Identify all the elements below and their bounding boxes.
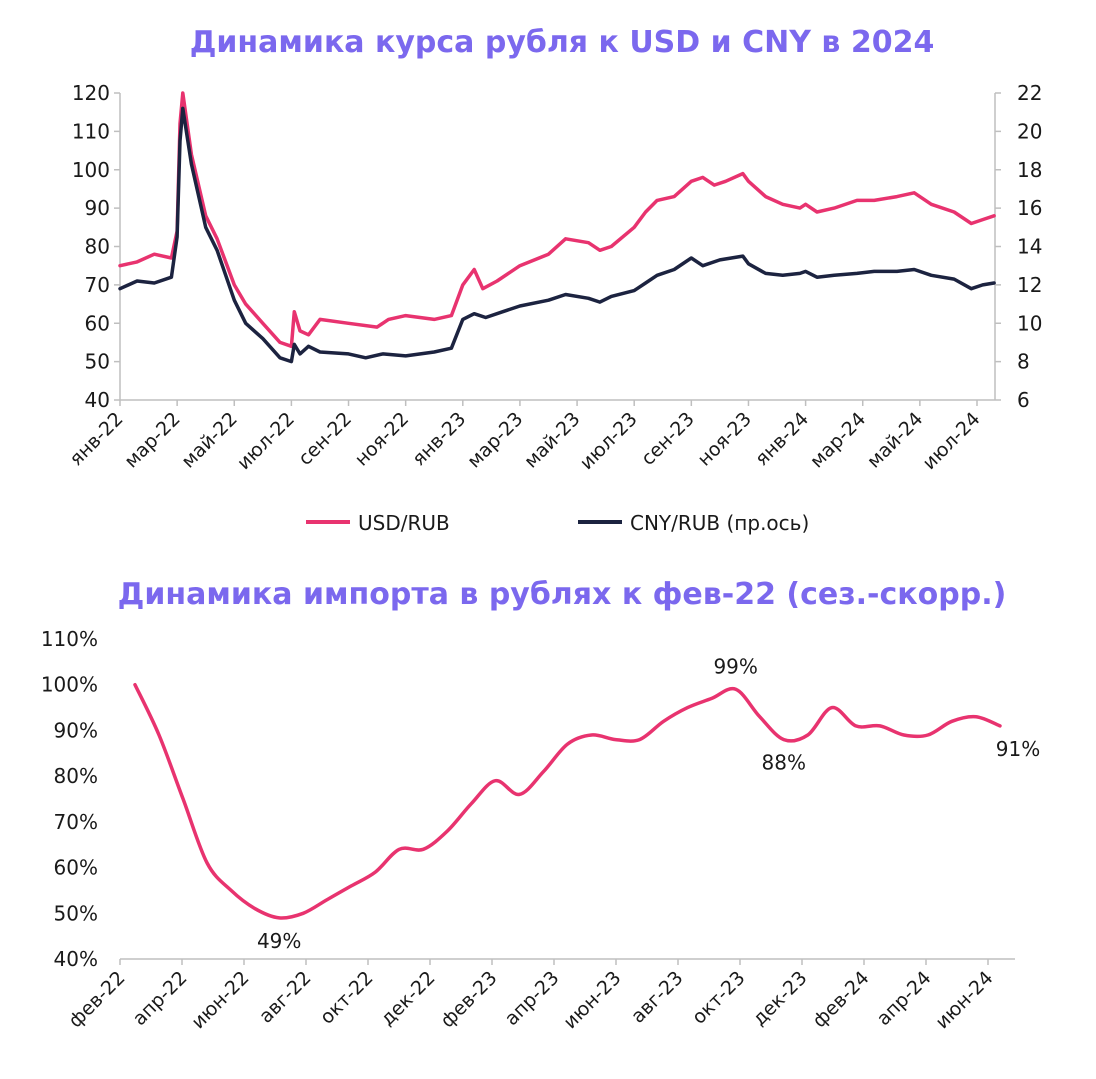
chart2-data-label: 88%: [762, 751, 806, 775]
chart2-y-tick-label: 80%: [54, 764, 98, 788]
chart2-data-label: 99%: [713, 654, 757, 678]
chart2-x-tick-label: апр-23: [500, 967, 563, 1030]
chart2-x-tick-label: окт-22: [316, 967, 378, 1029]
chart1-legend: USD/RUB CNY/RUB (пр.ось): [306, 511, 809, 535]
chart1-left-tick-label: 110: [72, 119, 110, 143]
chart1-left-tick-label: 80: [85, 235, 110, 259]
chart1-right-tick-label: 6: [1017, 388, 1030, 412]
usd-rub-line: [118, 91, 996, 349]
chart1-right-tick-label: 12: [1017, 273, 1042, 297]
chart1-x-tick-label: янв-23: [408, 408, 470, 470]
chart2-x-tick-label: апр-22: [128, 967, 191, 1030]
chart1-x-tick-label: сен-22: [294, 408, 356, 470]
legend-usd-label: USD/RUB: [358, 511, 450, 535]
exchange-rate-chart: Динамика курса рубля к USD и CNY в 2024 …: [65, 25, 1042, 535]
chart2-y-tick-label: 110%: [41, 627, 98, 651]
chart2-lines: [133, 682, 1002, 920]
chart2-x-tick-label: дек-23: [748, 967, 811, 1030]
import-line: [133, 682, 1002, 920]
chart1-lines: [118, 91, 996, 364]
chart1-x-tick-label: ноя-23: [693, 408, 756, 471]
chart1-left-tick-label: 60: [85, 311, 110, 335]
chart2-data-labels: 99% 88% 49% 91%: [257, 654, 1040, 953]
chart2-x-tick-label: апр-24: [872, 967, 935, 1030]
chart2-y-tick-label: 50%: [54, 901, 98, 925]
chart2-data-label: 49%: [257, 929, 301, 953]
chart2-x-tick-label: июн-24: [931, 967, 997, 1033]
chart2-y-tick-label: 40%: [54, 947, 98, 971]
chart1-right-tick-label: 20: [1017, 119, 1042, 143]
chart2-x-tick-label: фев-22: [64, 967, 129, 1032]
chart1-x-tick-label: май-22: [177, 408, 242, 473]
chart1-axes: 40 50 60 70 80 90 100 110 120 6 8 10 12 14 16 18 20 22 янв…: [65, 81, 1042, 474]
chart1-x-tick-label: июл-24: [918, 408, 984, 474]
chart1-right-tick-label: 10: [1017, 311, 1042, 335]
chart1-x-tick-label: июл-23: [576, 408, 642, 474]
chart2-x-tick-label: фев-23: [436, 967, 501, 1032]
chart1-x-tick-label: мар-24: [806, 408, 870, 472]
chart1-x-tick-label: май-24: [863, 408, 928, 473]
chart1-x-tick-label: янв-22: [65, 408, 127, 470]
chart1-x-tick-label: июл-22: [233, 408, 299, 474]
chart1-left-tick-label: 100: [72, 158, 110, 182]
chart1-x-tick-label: сен-23: [637, 408, 699, 470]
chart1-right-tick-label: 8: [1017, 350, 1030, 374]
chart1-left-tick-label: 40: [85, 388, 110, 412]
chart1-x-tick-label: май-23: [520, 408, 585, 473]
chart1-x-tick-label: янв-24: [751, 408, 813, 470]
chart1-x-tick-label: мар-23: [463, 408, 527, 472]
chart2-x-tick-label: июн-23: [559, 967, 625, 1033]
chart1-title: Динамика курса рубля к USD и CNY в 2024: [190, 25, 935, 60]
chart2-y-tick-label: 70%: [54, 810, 98, 834]
import-dynamics-chart: Динамика импорта в рублях к фев-22 (сез.…: [41, 577, 1040, 1033]
chart1-x-tick-label: мар-22: [120, 408, 184, 472]
chart1-left-tick-label: 70: [85, 273, 110, 297]
chart2-x-tick-label: авг-22: [255, 967, 316, 1028]
chart2-x-tick-label: авг-23: [627, 967, 688, 1028]
chart1-right-tick-label: 16: [1017, 196, 1042, 220]
chart2-axes: 40%50%60%70%80%90%100%110%фев-22апр-22ию…: [41, 627, 1015, 1033]
chart1-right-tick-label: 14: [1017, 235, 1042, 259]
chart2-y-tick-label: 90%: [54, 718, 98, 742]
chart2-x-tick-label: июн-22: [187, 967, 253, 1033]
chart1-right-tick-label: 22: [1017, 81, 1042, 105]
chart2-x-tick-label: дек-22: [376, 967, 439, 1030]
chart1-left-tick-label: 120: [72, 81, 110, 105]
chart2-x-tick-label: фев-24: [808, 967, 873, 1032]
cny-rub-line: [118, 106, 996, 364]
chart1-right-tick-label: 18: [1017, 158, 1042, 182]
chart1-x-tick-label: ноя-22: [351, 408, 414, 471]
chart2-x-tick-label: окт-23: [688, 967, 750, 1029]
chart2-title: Динамика импорта в рублях к фев-22 (сез.…: [118, 577, 1007, 612]
legend-cny-label: CNY/RUB (пр.ось): [630, 511, 809, 535]
chart2-y-tick-label: 60%: [54, 856, 98, 880]
chart1-left-tick-label: 90: [85, 196, 110, 220]
chart2-y-tick-label: 100%: [41, 673, 98, 697]
chart1-left-tick-label: 50: [85, 350, 110, 374]
chart2-data-label: 91%: [996, 737, 1040, 761]
